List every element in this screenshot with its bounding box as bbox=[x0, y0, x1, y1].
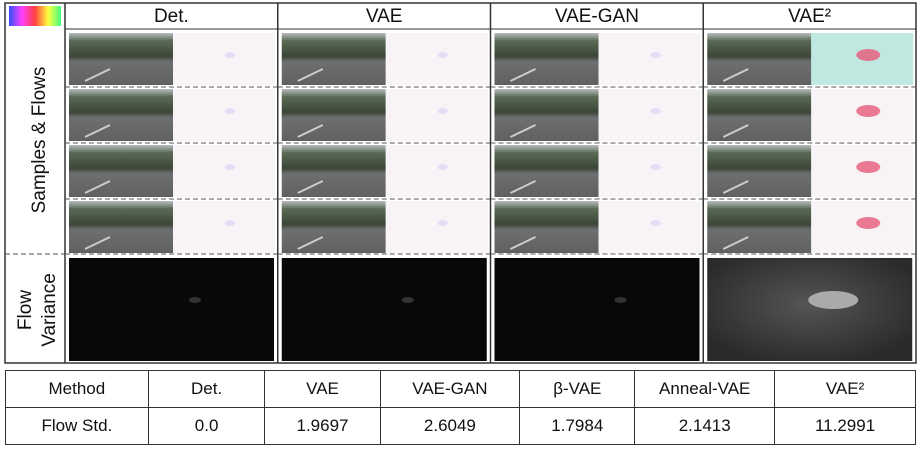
column-header: Det. bbox=[154, 6, 189, 27]
table-cell: VAE bbox=[264, 370, 381, 408]
road-mark bbox=[510, 124, 536, 138]
road-mark bbox=[297, 124, 324, 138]
sample-image bbox=[281, 201, 386, 253]
road-mark bbox=[297, 236, 324, 250]
table-cell: Method bbox=[5, 370, 149, 408]
color-wheel bbox=[9, 6, 61, 26]
flow-blob bbox=[650, 220, 661, 226]
variance-blob bbox=[401, 297, 414, 303]
road-mark bbox=[84, 236, 111, 250]
variance-blob bbox=[614, 297, 627, 303]
frame bbox=[4, 2, 917, 364]
table-cell: 11.2991 bbox=[774, 407, 916, 445]
table-cell: 2.1413 bbox=[634, 407, 776, 445]
figure: Samples & Flows Flow Variance Det. VAE VAE… bbox=[4, 2, 917, 364]
flow-image bbox=[173, 201, 275, 253]
sample-image bbox=[707, 33, 812, 85]
sample-image bbox=[69, 201, 173, 253]
table-cell: 1.9697 bbox=[264, 407, 381, 445]
table-cell: VAE-GAN bbox=[379, 370, 521, 408]
road-mark bbox=[297, 180, 324, 194]
road-mark bbox=[510, 68, 536, 82]
sample-image bbox=[69, 33, 173, 85]
road-mark bbox=[297, 68, 324, 82]
sample-image bbox=[494, 33, 599, 85]
flow-blob bbox=[856, 161, 881, 173]
flow-blob bbox=[856, 49, 881, 61]
flow-image bbox=[598, 33, 701, 85]
sample-image bbox=[707, 145, 812, 197]
table-cell: Anneal-VAE bbox=[634, 370, 776, 408]
flow-image bbox=[598, 145, 701, 197]
road-mark bbox=[722, 124, 749, 138]
row-label: Flow bbox=[15, 290, 36, 330]
flow-image bbox=[173, 145, 275, 197]
road-mark bbox=[84, 124, 111, 138]
column-header: VAE bbox=[366, 6, 403, 27]
flow-blob bbox=[225, 108, 235, 114]
flow-image bbox=[173, 89, 275, 141]
flow-image bbox=[598, 89, 701, 141]
column-header: VAE-GAN bbox=[555, 6, 639, 27]
flow-blob bbox=[437, 220, 448, 226]
flow-blob bbox=[437, 52, 448, 58]
sample-image bbox=[494, 201, 599, 253]
flow-blob bbox=[437, 164, 448, 170]
table-cell: Det. bbox=[147, 370, 266, 408]
road-mark bbox=[722, 236, 749, 250]
table-row: Flow Std. 0.0 1.9697 2.6049 1.7984 2.1413 11.2… bbox=[5, 407, 916, 445]
road-mark bbox=[510, 180, 536, 194]
flow-blob bbox=[856, 217, 881, 229]
variance-image bbox=[281, 258, 487, 361]
sample-image bbox=[281, 145, 386, 197]
table-cell: 1.7984 bbox=[519, 407, 636, 445]
variance-image bbox=[69, 258, 274, 361]
table-cell: Flow Std. bbox=[5, 407, 149, 445]
table-cell: 2.6049 bbox=[379, 407, 521, 445]
flow-image bbox=[385, 145, 488, 197]
flow-image bbox=[173, 33, 275, 85]
flow-image bbox=[385, 89, 488, 141]
row-label: Variance bbox=[39, 273, 60, 347]
sample-image bbox=[707, 201, 812, 253]
flow-blob bbox=[225, 52, 235, 58]
flow-blob bbox=[650, 52, 661, 58]
sample-image bbox=[707, 89, 812, 141]
road-mark bbox=[510, 236, 536, 250]
flow-image bbox=[598, 201, 701, 253]
sample-image bbox=[69, 89, 173, 141]
flow-blob bbox=[650, 164, 661, 170]
table-cell: VAE² bbox=[774, 370, 916, 408]
column-header: VAE² bbox=[788, 6, 831, 27]
flow-blob bbox=[437, 108, 448, 114]
sample-image bbox=[69, 145, 173, 197]
variance-blob bbox=[189, 297, 201, 303]
sample-image bbox=[281, 33, 386, 85]
road-mark bbox=[84, 68, 111, 82]
flow-image bbox=[385, 201, 488, 253]
sample-image bbox=[494, 89, 599, 141]
table-cell: 0.0 bbox=[147, 407, 266, 445]
results-table: Method Det. VAE VAE-GAN β-VAE Anneal-VAE VAE² F… bbox=[5, 370, 916, 445]
flow-blob bbox=[225, 164, 235, 170]
flow-blob bbox=[225, 220, 235, 226]
road-mark bbox=[84, 180, 111, 194]
road-mark bbox=[722, 68, 749, 82]
sample-image bbox=[494, 145, 599, 197]
table-cell: β-VAE bbox=[519, 370, 636, 408]
road-mark bbox=[722, 180, 749, 194]
variance-blob bbox=[808, 291, 859, 309]
sample-image bbox=[281, 89, 386, 141]
flow-blob bbox=[856, 105, 881, 117]
row-label: Samples & Flows bbox=[29, 67, 50, 214]
variance-image bbox=[707, 258, 913, 361]
variance-image bbox=[494, 258, 700, 361]
flow-image bbox=[385, 33, 488, 85]
table-row: Method Det. VAE VAE-GAN β-VAE Anneal-VAE VAE² bbox=[5, 370, 916, 408]
flow-blob bbox=[650, 108, 661, 114]
